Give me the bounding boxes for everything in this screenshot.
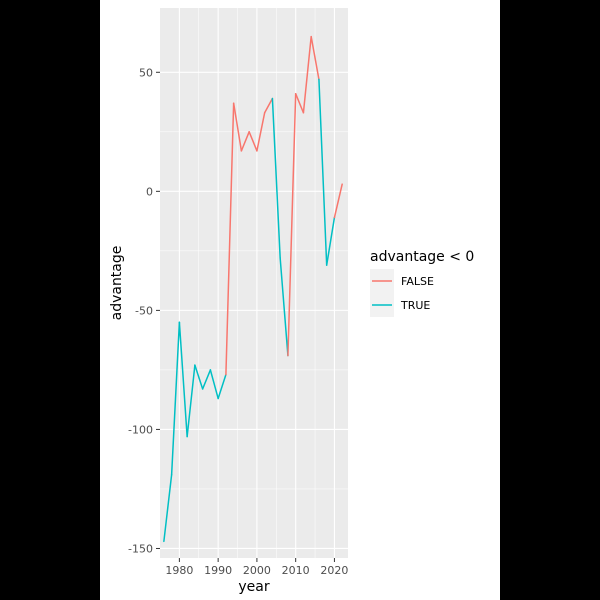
- series-false-segment: [287, 92, 297, 357]
- plot-panel: [160, 8, 348, 558]
- series-false-segment: [225, 102, 235, 376]
- series-true-segment: [201, 369, 212, 390]
- series-false-segment: [333, 183, 343, 219]
- y-axis-title: advantage: [109, 246, 125, 321]
- axis-tick-labels: 1980 1990 2000 2010 2020 -150 -100 -50 0 50: [128, 66, 348, 577]
- x-axis-title: year: [238, 579, 269, 595]
- series-false-segment: [294, 92, 305, 114]
- series-true-segment: [325, 216, 336, 266]
- series-false-segment: [256, 112, 266, 152]
- y-tick-label: -100: [128, 423, 153, 436]
- axis-ticks: [156, 71, 335, 562]
- series-false-segment: [240, 131, 250, 152]
- y-tick-label: -50: [135, 304, 153, 317]
- chart-canvas: 1980 1990 2000 2010 2020 -150 -100 -50 0 50 year …: [100, 0, 500, 600]
- legend-label: TRUE: [400, 299, 430, 312]
- legend-label: FALSE: [401, 275, 434, 288]
- x-tick-label: 2010: [282, 564, 310, 577]
- series-true-segment: [178, 321, 188, 438]
- series-false-segment: [232, 102, 243, 152]
- major-gridlines: [160, 8, 348, 558]
- series-false-segment: [248, 131, 258, 152]
- series-false-segment: [310, 35, 320, 81]
- series-true-segment: [194, 364, 204, 390]
- legend: advantage < 0 FALSE TRUE: [370, 249, 474, 317]
- series-true-segment: [217, 373, 227, 400]
- x-tick-label: 1980: [165, 564, 193, 577]
- series-true-segment: [209, 369, 219, 400]
- series-false-segment: [302, 35, 312, 114]
- minor-gridlines: [160, 8, 348, 558]
- legend-title: advantage < 0: [370, 249, 474, 265]
- x-tick-label: 2000: [243, 564, 271, 577]
- y-tick-label: -150: [128, 542, 153, 555]
- series-true-segment: [186, 364, 196, 438]
- series-lines: [163, 35, 343, 543]
- y-tick-label: 50: [139, 66, 153, 79]
- series-false-segment: [263, 97, 274, 114]
- y-tick-label: 0: [146, 185, 153, 198]
- x-tick-label: 2020: [320, 564, 348, 577]
- x-tick-label: 1990: [204, 564, 232, 577]
- series-true-segment: [170, 321, 181, 476]
- series-true-segment: [271, 97, 281, 259]
- legend-items: FALSE TRUE: [370, 269, 434, 317]
- series-true-segment: [279, 257, 289, 357]
- series-true-segment: [163, 473, 173, 543]
- series-true-segment: [318, 78, 328, 266]
